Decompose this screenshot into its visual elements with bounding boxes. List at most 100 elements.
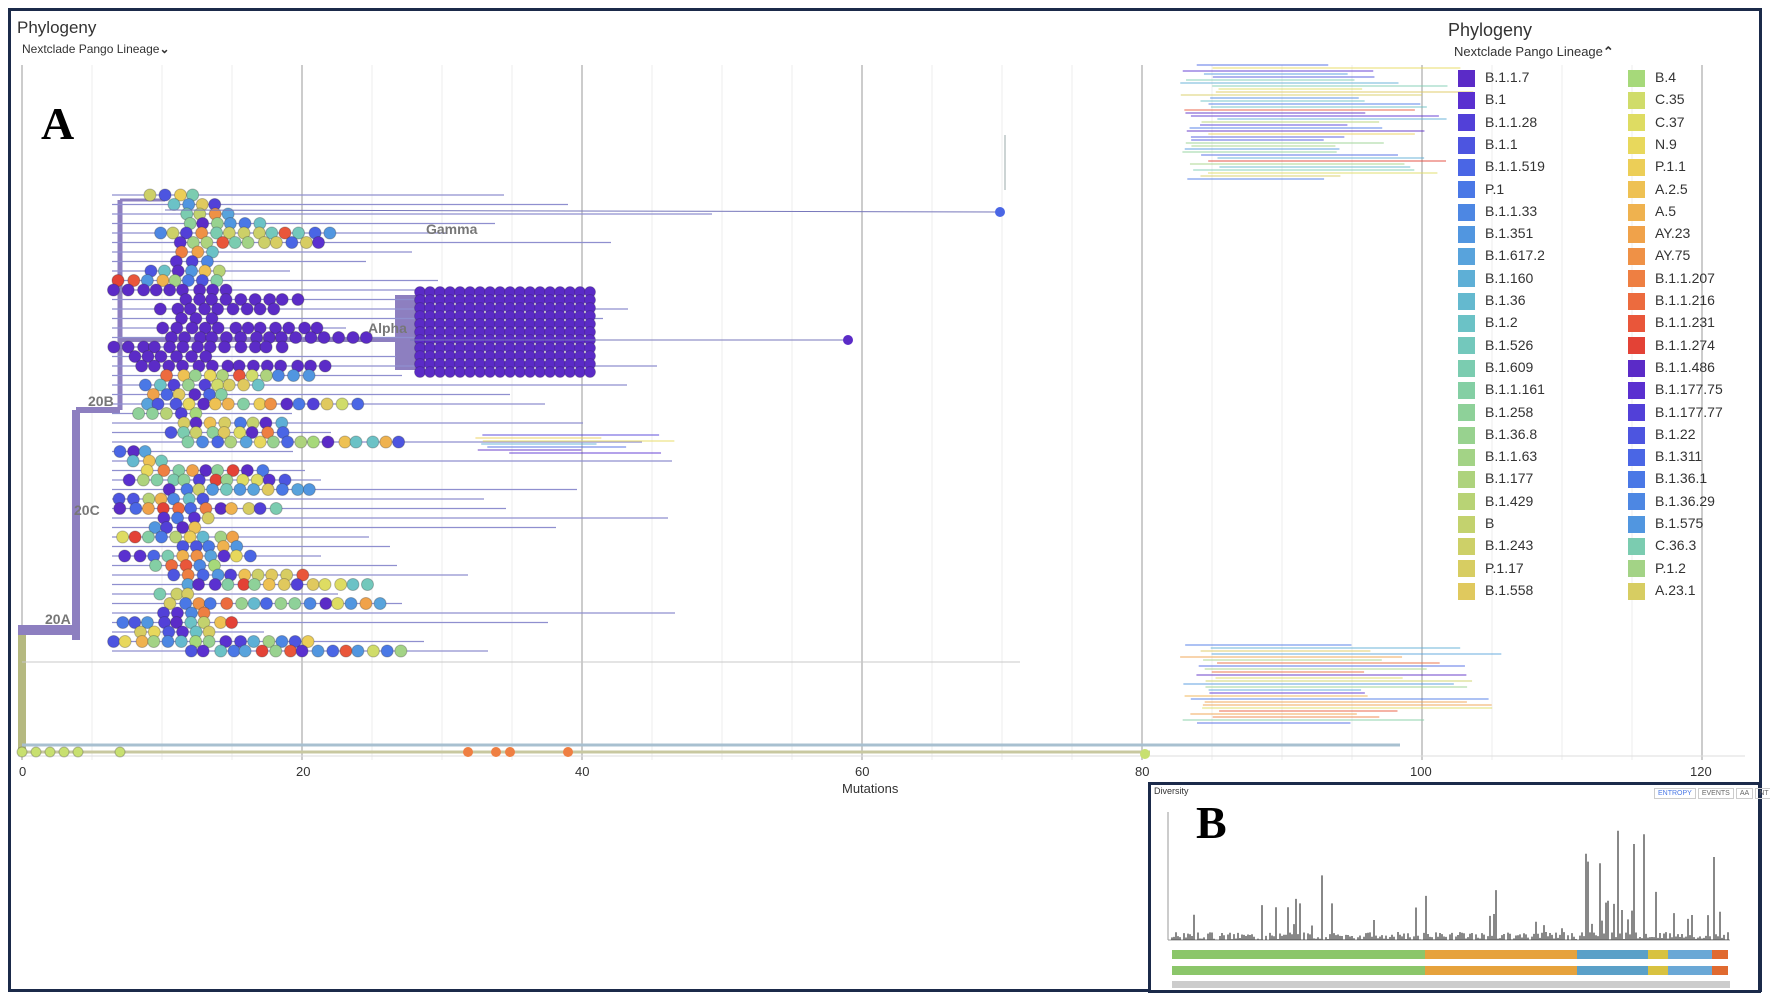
tip-node (219, 483, 233, 496)
tip-node (245, 426, 259, 439)
legend-item[interactable]: B.1.526 (1458, 335, 1533, 355)
tip-node (157, 464, 171, 477)
legend-color-by-toggle[interactable]: Nextclade Pango Lineage⌃ (1454, 44, 1614, 60)
tip-node (199, 350, 213, 363)
legend-item[interactable]: B.1.160 (1458, 268, 1533, 288)
tip-node (380, 644, 394, 658)
tip-node (184, 644, 198, 658)
legend-item[interactable]: A.5 (1628, 201, 1676, 221)
legend-item[interactable]: B.1.575 (1628, 513, 1703, 533)
tip-node (118, 549, 132, 563)
legend-item[interactable]: B.1.1.207 (1628, 268, 1715, 288)
legend-item[interactable]: B.1.1.28 (1458, 112, 1537, 132)
legend-item[interactable]: B.4 (1628, 67, 1676, 87)
legend-item[interactable]: P.1.1 (1628, 156, 1686, 176)
entropy-button[interactable]: ENTROPY (1654, 788, 1696, 799)
tip-node (320, 397, 334, 411)
tip-node (261, 483, 275, 496)
legend-item[interactable]: A.2.5 (1628, 179, 1688, 199)
legend-swatch (1458, 560, 1475, 578)
tip-node (226, 464, 240, 477)
legend-item[interactable]: B.1 (1458, 89, 1506, 110)
tip-node (141, 350, 155, 363)
legend-item[interactable]: B.1.429 (1458, 491, 1533, 511)
tip-node (239, 435, 253, 449)
tip-node (237, 378, 251, 392)
tip-node (153, 302, 167, 316)
legend-label: B.1.1.63 (1485, 448, 1538, 465)
legend-swatch (1458, 181, 1475, 199)
legend-item[interactable]: B.1.1.486 (1628, 357, 1715, 377)
legend-item[interactable]: P.1.2 (1628, 558, 1686, 578)
legend-item[interactable]: B.1.617.2 (1458, 245, 1545, 266)
tip-node (275, 340, 289, 354)
legend-item[interactable]: P.1.17 (1458, 558, 1524, 578)
nt-button[interactable]: NT (1755, 788, 1770, 799)
events-button[interactable]: EVENTS (1697, 788, 1734, 799)
legend-item[interactable]: AY.23 (1628, 223, 1690, 243)
legend-swatch (1458, 538, 1475, 556)
legend-item[interactable]: A.23.1 (1628, 580, 1695, 600)
legend-item[interactable]: B.1.1.7 (1458, 67, 1529, 87)
legend-item[interactable]: B.1.177.77 (1628, 402, 1723, 422)
color-by-dropdown[interactable]: Nextclade Pango Lineage⌄ (22, 42, 170, 56)
legend-item[interactable]: B.1.36 (1458, 290, 1525, 310)
tip-node (241, 236, 255, 249)
clade-label-20c: 20C (74, 502, 100, 518)
legend-item[interactable]: B.1.177 (1458, 468, 1533, 489)
tip-node (114, 746, 126, 758)
legend-label: B.1.1.519 (1485, 158, 1545, 175)
legend-item[interactable]: B.1.558 (1458, 580, 1533, 600)
legend-item[interactable]: B.1.609 (1458, 357, 1533, 377)
legend-swatch (1628, 292, 1645, 310)
tip-node (206, 483, 220, 496)
legend-item[interactable]: B.1.36.29 (1628, 491, 1715, 511)
legend-item[interactable]: B.1.22 (1628, 424, 1695, 444)
legend-label: B.1.177.75 (1655, 381, 1723, 398)
legend-item[interactable]: B.1.1.216 (1628, 290, 1715, 310)
legend-item[interactable]: B.1.1.519 (1458, 156, 1545, 176)
tip-node (160, 521, 174, 534)
tip-node (205, 293, 219, 306)
tip-node (176, 521, 190, 534)
legend-item[interactable]: B.1.258 (1458, 402, 1533, 422)
tip-node (107, 283, 121, 297)
tip-node (211, 302, 225, 316)
legend-item[interactable]: B.1.36.8 (1458, 424, 1537, 444)
legend-item[interactable]: C.35 (1628, 89, 1685, 110)
tip-node (224, 435, 238, 449)
legend-item[interactable]: B.1.1.161 (1458, 379, 1545, 399)
legend-item[interactable]: B.1.177.75 (1628, 379, 1723, 399)
tip-node (331, 597, 345, 610)
legend-item[interactable]: B.1.351 (1458, 223, 1533, 243)
legend-item[interactable]: B.1.1.33 (1458, 201, 1537, 221)
legend-item[interactable]: C.37 (1628, 112, 1685, 132)
legend-item[interactable]: B.1.243 (1458, 535, 1533, 556)
legend-item[interactable]: B.1.1.63 (1458, 446, 1537, 466)
legend-item[interactable]: N.9 (1628, 134, 1677, 154)
legend-swatch (1628, 448, 1645, 466)
legend-item[interactable]: C.36.3 (1628, 535, 1696, 556)
legend-item[interactable]: B.1.1 (1458, 134, 1518, 154)
tip-node (141, 530, 155, 544)
x-tick-40: 40 (575, 764, 590, 779)
legend-item[interactable]: B.1.2 (1458, 312, 1518, 333)
tip-node (247, 597, 261, 610)
tip-node (301, 635, 315, 648)
legend-item[interactable]: AY.75 (1628, 245, 1690, 266)
legend-item[interactable]: B (1458, 513, 1494, 533)
tip-node (175, 245, 189, 259)
tip-node (210, 226, 224, 240)
legend-item[interactable]: B.1.1.231 (1628, 312, 1715, 333)
legend-swatch (1458, 225, 1475, 243)
tip-node (181, 435, 195, 449)
tip-node (290, 578, 304, 591)
tip-node (240, 302, 254, 316)
legend-item[interactable]: B.1.1.274 (1628, 335, 1715, 355)
legend-item[interactable]: B.1.311 (1628, 446, 1702, 466)
legend-item[interactable]: P.1 (1458, 179, 1504, 199)
tip-node (168, 274, 182, 287)
aa-button[interactable]: AA (1735, 788, 1754, 799)
legend-item[interactable]: B.1.36.1 (1628, 468, 1707, 489)
